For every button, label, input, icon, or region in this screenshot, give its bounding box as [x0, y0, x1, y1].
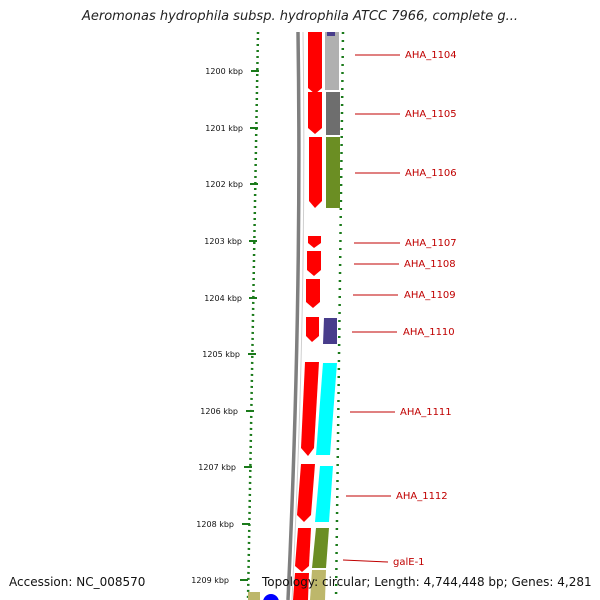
- gene-arrow-1109[interactable]: [306, 279, 320, 308]
- cog-bar[interactable]: [326, 92, 340, 135]
- gene-arrow-1104[interactable]: [308, 32, 322, 94]
- gene-arrow-1108[interactable]: [307, 251, 321, 276]
- genome-backbone: [286, 31, 301, 600]
- gene-arrow-1107[interactable]: [308, 236, 321, 248]
- label-leader: [342, 559, 389, 563]
- gene-arrow-1105[interactable]: [308, 92, 322, 134]
- topology-label: Topology: circular; Length: 4,744,448 bp…: [262, 575, 592, 589]
- gene-label[interactable]: AHA_1104: [405, 50, 457, 61]
- gene-arrow-1106[interactable]: [309, 137, 322, 208]
- blue-feature-marker[interactable]: [263, 594, 279, 600]
- cog-bar[interactable]: [316, 363, 337, 455]
- tick-label: 1201 kbp: [205, 124, 243, 133]
- gene-label[interactable]: AHA_1106: [405, 168, 457, 179]
- tick-label: 1204 kbp: [204, 294, 242, 303]
- map-title: Aeromonas hydrophila subsp. hydrophila A…: [81, 9, 519, 24]
- outer-dotted-guide: [246, 31, 260, 600]
- cog-bar[interactable]: [323, 318, 337, 344]
- genome-backbone-shadow: [291, 31, 305, 600]
- tick-label: 1209 kbp: [191, 576, 229, 585]
- gene-label[interactable]: AHA_1111: [400, 407, 452, 418]
- cog-bar[interactable]: [310, 570, 326, 600]
- tick-group: 1200 kbp 1201 kbp 1202 kbp 1203 kbp 1204…: [191, 67, 259, 585]
- gene-arrow-1111[interactable]: [301, 362, 319, 456]
- gene-track: [293, 32, 322, 600]
- cog-track: [310, 32, 340, 600]
- tick-label: 1200 kbp: [205, 67, 243, 76]
- cog-bar[interactable]: [325, 32, 339, 90]
- cog-bar[interactable]: [326, 137, 340, 208]
- gene-label[interactable]: AHA_1110: [403, 327, 455, 338]
- gene-arrow-partial[interactable]: [293, 573, 309, 600]
- gene-label[interactable]: galE-1: [393, 557, 425, 568]
- gene-arrow-1112[interactable]: [297, 464, 315, 522]
- cog-bar[interactable]: [327, 32, 335, 36]
- gene-label[interactable]: AHA_1109: [404, 290, 456, 301]
- tick-label: 1203 kbp: [204, 237, 242, 246]
- cog-bar[interactable]: [312, 528, 329, 568]
- cog-bar[interactable]: [315, 466, 333, 522]
- inner-dotted-guide: [334, 31, 345, 600]
- gene-arrow-galE-1[interactable]: [295, 528, 311, 572]
- gene-arrow-1110[interactable]: [306, 317, 319, 342]
- gene-label[interactable]: AHA_1105: [405, 109, 457, 120]
- gene-label[interactable]: AHA_1112: [396, 491, 448, 502]
- accession-label: Accession: NC_008570: [9, 575, 146, 589]
- tick-label: 1208 kbp: [196, 520, 234, 529]
- tick-label: 1206 kbp: [200, 407, 238, 416]
- label-leaders: [342, 54, 400, 563]
- gene-label[interactable]: AHA_1107: [405, 238, 457, 249]
- tick-label: 1202 kbp: [205, 180, 243, 189]
- gene-label[interactable]: AHA_1108: [404, 259, 456, 270]
- gene-labels: AHA_1104 AHA_1105 AHA_1106 AHA_1107 AHA_…: [393, 50, 457, 568]
- tick-label: 1207 kbp: [198, 463, 236, 472]
- tick-label: 1205 kbp: [202, 350, 240, 359]
- khaki-feature-marker[interactable]: [248, 592, 260, 600]
